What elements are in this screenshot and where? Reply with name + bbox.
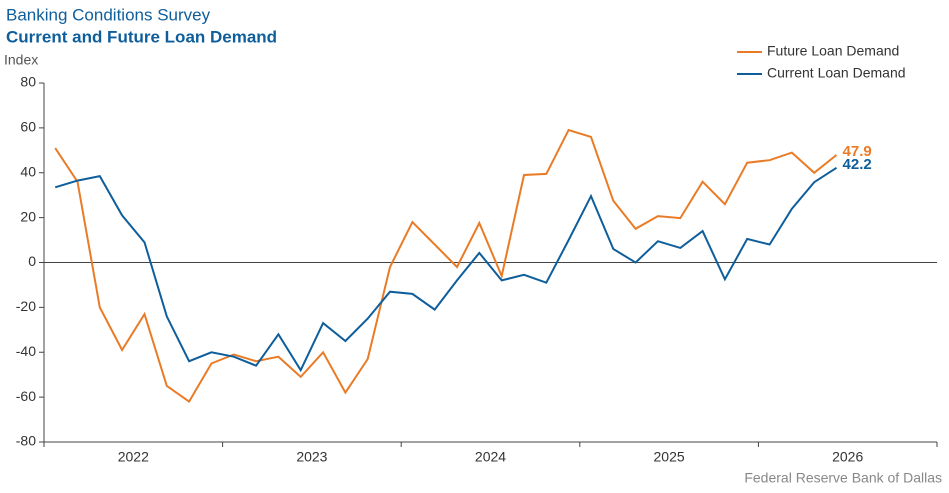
legend-label: Future Loan Demand [767, 43, 899, 59]
y-tick-label: 20 [20, 208, 36, 224]
y-axis-label: Index [4, 52, 38, 68]
x-tick-label: 2023 [296, 449, 327, 465]
y-tick-label: -20 [16, 298, 36, 314]
chart-title: Current and Future Loan Demand [6, 27, 277, 46]
end-label: 42.2 [843, 156, 872, 173]
line-series [54, 128, 838, 404]
line-series [54, 166, 838, 373]
y-tick-label: -80 [16, 433, 36, 449]
legend-label: Current Loan Demand [767, 65, 906, 81]
y-tick-label: -40 [16, 343, 36, 359]
y-tick-label: 40 [20, 163, 36, 179]
x-tick-label: 2022 [118, 449, 149, 465]
end-label: 47.9 [843, 143, 872, 160]
x-tick-label: 2025 [654, 449, 685, 465]
y-tick-label: 0 [28, 253, 36, 269]
source: Federal Reserve Bank of Dallas [744, 470, 942, 486]
x-tick-label: 2026 [832, 449, 863, 465]
y-tick-label: 80 [20, 74, 36, 90]
y-tick-label: -60 [16, 388, 36, 404]
y-tick-label: 60 [20, 119, 36, 135]
chart-supertitle: Banking Conditions Survey [6, 5, 211, 24]
x-tick-label: 2024 [475, 449, 506, 465]
